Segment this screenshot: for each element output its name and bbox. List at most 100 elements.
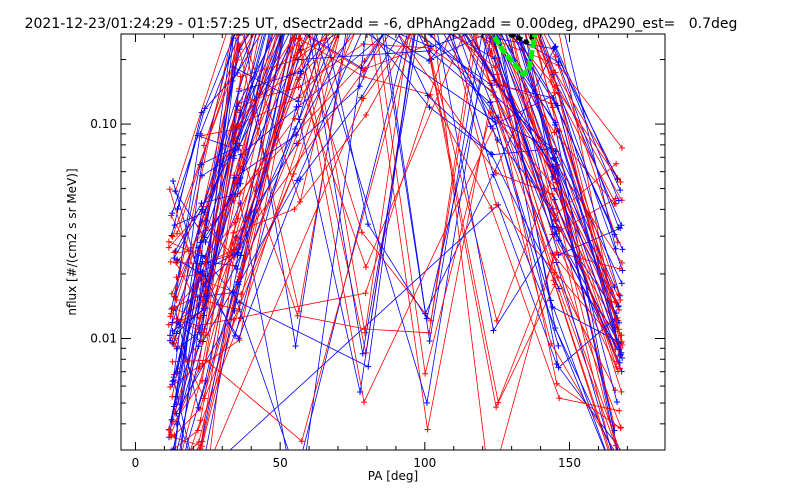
x-tick-label: 100: [413, 456, 436, 470]
trace-point: [493, 404, 500, 411]
trace-point: [295, 84, 302, 91]
trace-point: [616, 319, 623, 326]
trace-point: [551, 129, 558, 136]
trace-point: [231, 174, 238, 181]
trace-point: [555, 364, 562, 371]
trace-point: [197, 417, 204, 424]
trace-point: [424, 92, 431, 99]
trace-point: [173, 421, 180, 428]
trace-point: [171, 343, 178, 350]
trace-point: [616, 265, 623, 272]
trace-point: [614, 176, 621, 183]
trace-point: [171, 255, 178, 262]
trace-point: [295, 56, 302, 63]
trace-point: [362, 326, 369, 333]
trace-point: [203, 288, 210, 295]
x-tick-label: 50: [273, 456, 288, 470]
trace-point: [556, 395, 563, 402]
trace-point: [426, 104, 433, 111]
trace-point: [358, 229, 365, 236]
trace-point: [487, 123, 494, 130]
trace-point: [197, 161, 204, 168]
trace-line: [201, 34, 616, 328]
trace-point: [173, 259, 180, 266]
trace-point: [296, 308, 303, 315]
trace-point: [427, 43, 434, 50]
trace-point: [173, 230, 180, 237]
trace-point: [171, 249, 178, 256]
trace-point: [427, 91, 434, 98]
trace-point: [295, 140, 302, 147]
trace-point: [619, 246, 626, 253]
trace-point: [550, 174, 557, 181]
y-tick-label: 0.10: [90, 117, 117, 131]
trace-point: [292, 126, 299, 133]
trace-point: [612, 387, 619, 394]
trace-point: [612, 195, 619, 202]
trace-point: [236, 273, 243, 280]
trace-point: [615, 197, 622, 204]
trace-line: [201, 34, 620, 357]
trace-point: [230, 63, 237, 70]
trace-point: [169, 233, 176, 240]
trace-line: [176, 34, 620, 330]
trace-point: [617, 292, 624, 299]
trace-point: [197, 247, 204, 254]
trace-line: [172, 34, 623, 323]
trace-point: [290, 34, 297, 41]
trace-point: [550, 155, 557, 162]
trace-point: [203, 357, 210, 364]
trace-point: [234, 250, 241, 257]
trace-point: [616, 407, 623, 414]
trace-line: [169, 34, 619, 336]
trace-point: [199, 252, 206, 259]
trace-point: [294, 49, 301, 56]
trace-point: [297, 68, 304, 75]
trace-point: [165, 238, 172, 245]
trace-point: [617, 187, 624, 194]
trace-point: [198, 261, 205, 268]
trace-point: [552, 167, 559, 174]
trace-point: [290, 170, 297, 177]
trace-line: [171, 34, 622, 226]
trace-point: [422, 370, 429, 377]
trace-point: [487, 99, 494, 106]
trace-point: [553, 249, 560, 256]
trace-point: [291, 115, 298, 122]
trace-point: [363, 112, 370, 119]
trace-point: [552, 119, 559, 126]
trace-point: [230, 289, 237, 296]
trace-line: [173, 34, 560, 450]
trace-point: [362, 290, 369, 297]
trace-point: [617, 351, 624, 358]
trace-point: [171, 293, 178, 300]
trace-point: [168, 232, 175, 239]
trace-point: [230, 152, 237, 159]
trace-point: [548, 340, 555, 347]
trace-point: [490, 327, 497, 334]
trace-point: [173, 274, 180, 281]
trace-point: [235, 281, 242, 288]
trace-point: [553, 380, 560, 387]
trace-point: [166, 337, 173, 344]
trace-line: [199, 50, 559, 450]
trace-point: [360, 67, 367, 74]
trace-point: [237, 291, 244, 298]
trace-point: [361, 399, 368, 406]
trace-line: [177, 34, 554, 210]
trace-line: [174, 34, 613, 450]
trace-point: [616, 306, 623, 313]
trace-point: [165, 427, 172, 434]
trace-point: [168, 433, 175, 440]
trace-point: [230, 229, 237, 236]
trace-point: [174, 256, 181, 263]
trace-point: [619, 355, 626, 362]
trace-point: [237, 73, 244, 80]
chart-title: 2021-12-23/01:24:29 - 01:57:25 UT, dSect…: [25, 16, 738, 32]
trace-point: [198, 172, 205, 179]
trace-point: [551, 231, 558, 238]
trace-point: [359, 350, 366, 357]
trace-point: [551, 212, 558, 219]
trace-line: [176, 34, 622, 374]
trace-point: [615, 291, 622, 298]
